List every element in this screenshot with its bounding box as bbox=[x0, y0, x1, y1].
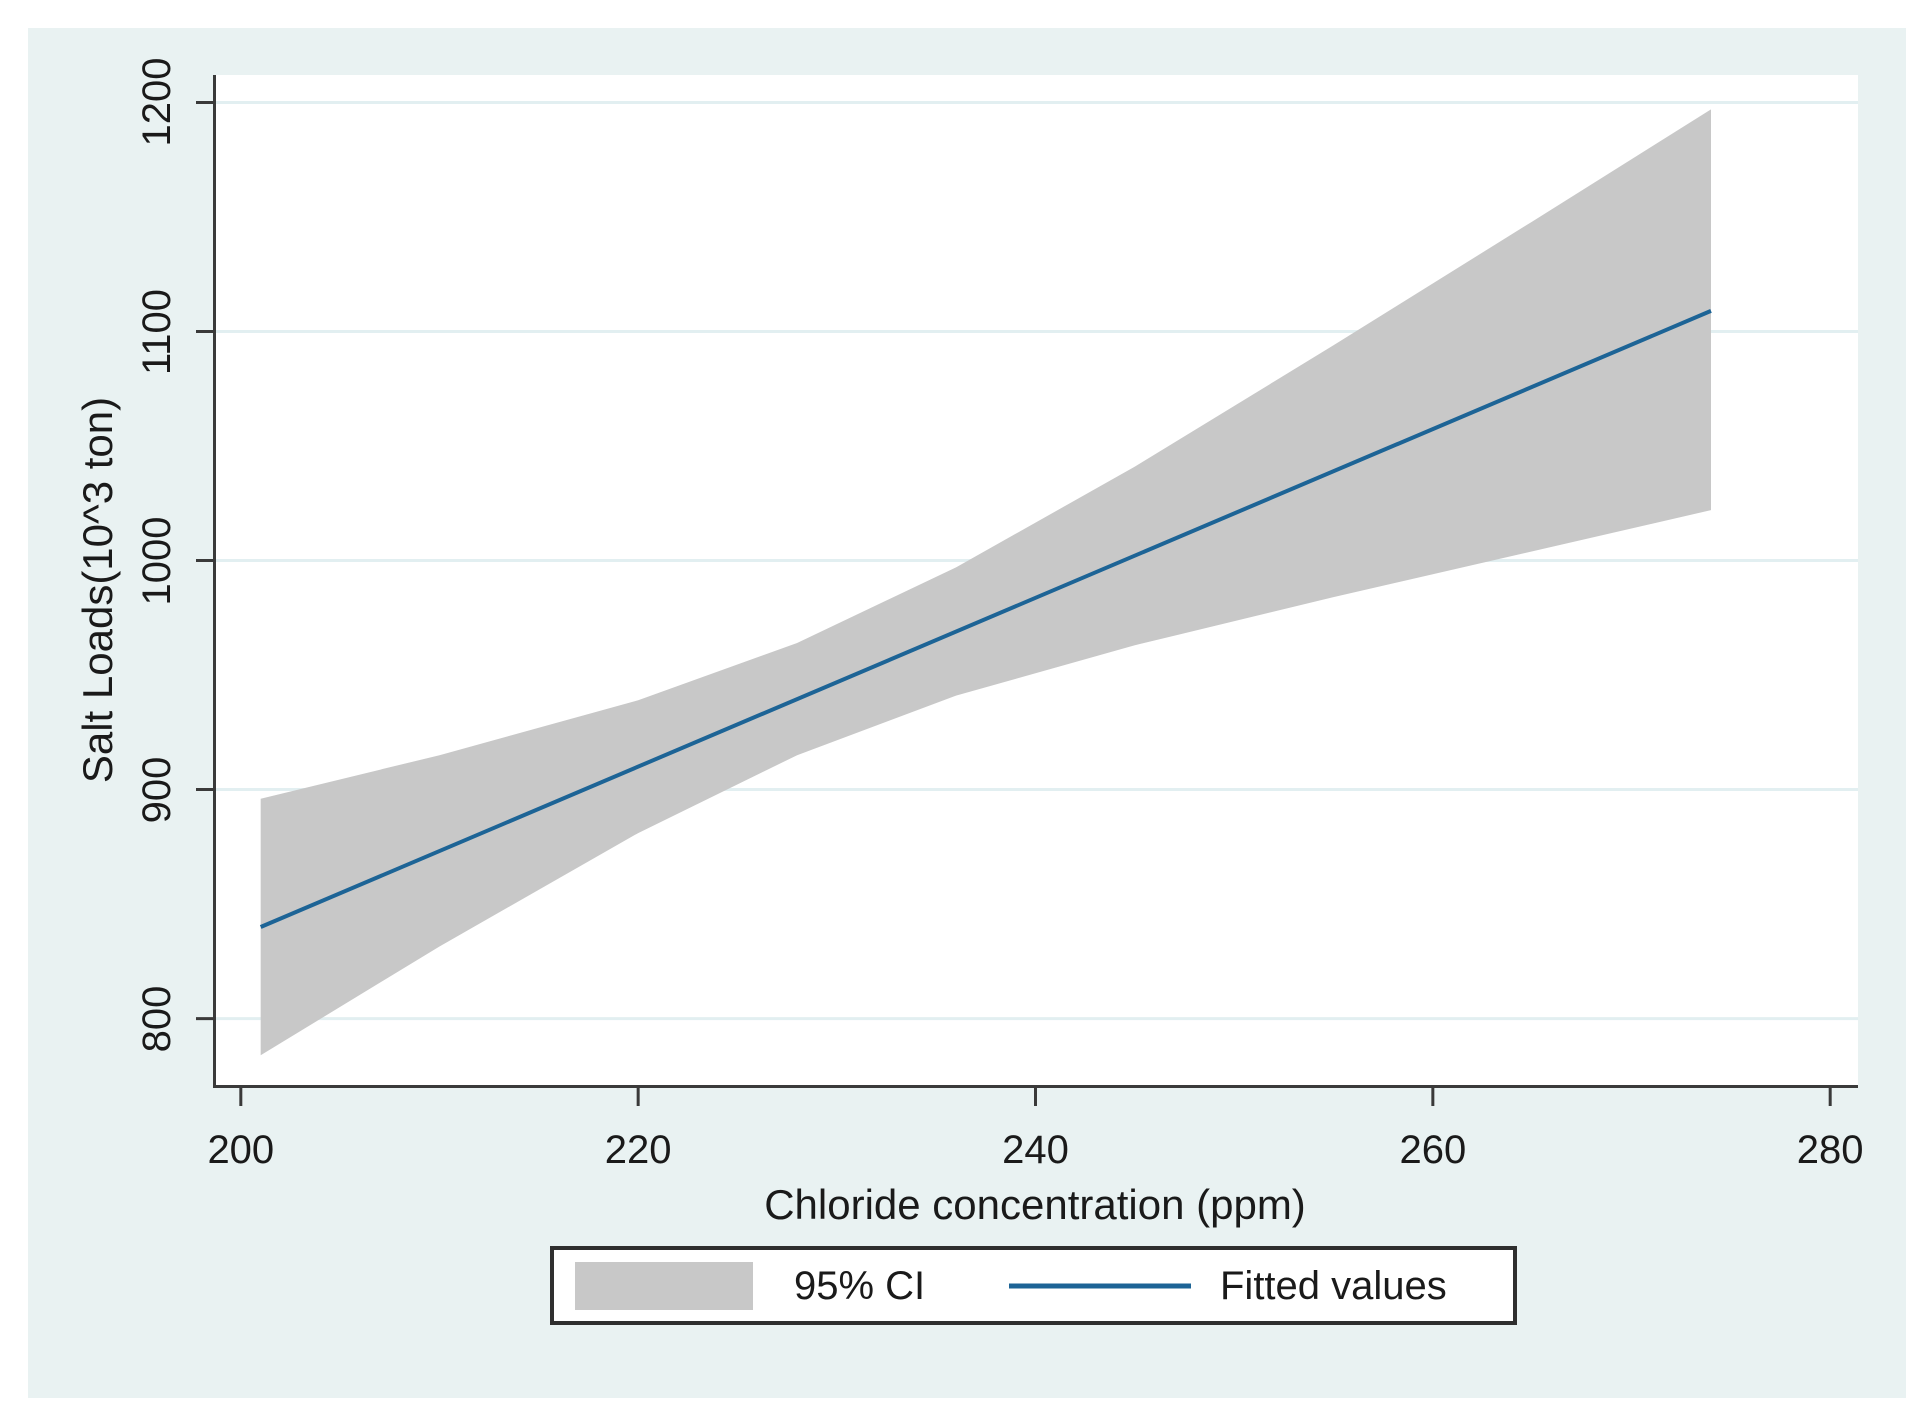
y-tick-label: 1000 bbox=[135, 516, 179, 606]
ci-band bbox=[260, 109, 1711, 1056]
x-axis-title: Chloride concentration (ppm) bbox=[764, 1181, 1306, 1228]
legend-ci-label: 95% CI bbox=[794, 1263, 926, 1308]
y-tick-label: 1200 bbox=[135, 57, 179, 147]
plot-area bbox=[196, 75, 1858, 1106]
fitted-line bbox=[259, 309, 1712, 929]
graph-region: 800 900 1000 1100 1200 200 220 240 260 280 Salt … bbox=[28, 28, 1906, 1398]
y-tick-label: 900 bbox=[135, 756, 179, 823]
legend-box: 95% CI Fitted values bbox=[550, 1246, 1517, 1325]
x-tick-label: 220 bbox=[604, 1128, 672, 1172]
legend-fit-label: Fitted values bbox=[1220, 1263, 1447, 1308]
x-tick-label: 260 bbox=[1399, 1128, 1467, 1172]
x-tick-label: 280 bbox=[1796, 1128, 1864, 1172]
y-tick-label: 1100 bbox=[135, 288, 179, 375]
ci-band-swatch bbox=[575, 1261, 753, 1310]
fitted-line-sample bbox=[1009, 1283, 1191, 1288]
y-axis-title: Salt Loads(10^3 ton) bbox=[74, 396, 121, 784]
x-tick-label: 240 bbox=[1002, 1128, 1069, 1172]
x-tick-label: 200 bbox=[207, 1128, 275, 1172]
y-tick-label: 800 bbox=[135, 985, 179, 1052]
